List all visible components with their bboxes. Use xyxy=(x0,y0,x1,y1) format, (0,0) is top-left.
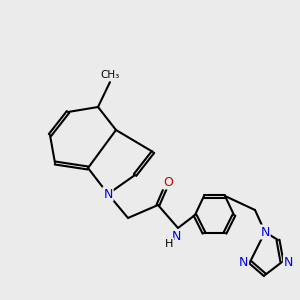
Text: N: N xyxy=(260,226,270,238)
Text: CH₃: CH₃ xyxy=(100,70,120,80)
Text: O: O xyxy=(163,176,173,188)
Text: N: N xyxy=(103,188,113,200)
Text: N: N xyxy=(284,256,293,268)
Text: N: N xyxy=(172,230,181,243)
Text: H: H xyxy=(165,238,173,249)
Text: N: N xyxy=(239,256,248,268)
